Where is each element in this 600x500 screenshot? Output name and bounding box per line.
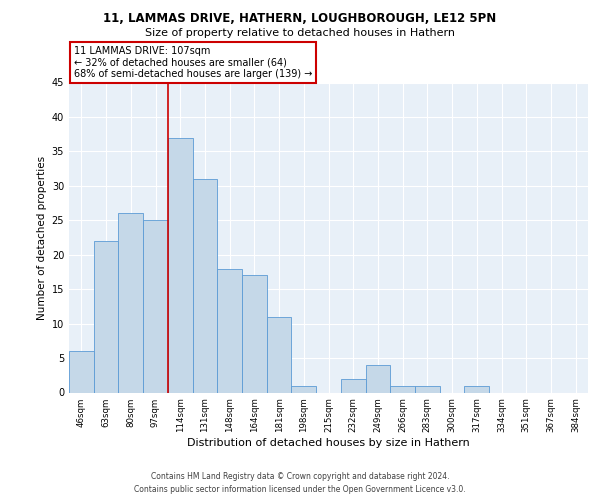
Bar — [292, 386, 316, 392]
Bar — [267, 316, 292, 392]
Bar — [69, 351, 94, 393]
Bar — [143, 220, 168, 392]
Bar — [415, 386, 440, 392]
Bar — [464, 386, 489, 392]
Bar — [168, 138, 193, 392]
Bar — [118, 214, 143, 392]
Text: Size of property relative to detached houses in Hathern: Size of property relative to detached ho… — [145, 28, 455, 38]
Bar — [242, 276, 267, 392]
Y-axis label: Number of detached properties: Number of detached properties — [37, 156, 47, 320]
Bar — [341, 378, 365, 392]
Text: 11, LAMMAS DRIVE, HATHERN, LOUGHBOROUGH, LE12 5PN: 11, LAMMAS DRIVE, HATHERN, LOUGHBOROUGH,… — [103, 12, 497, 26]
Text: Contains HM Land Registry data © Crown copyright and database right 2024.: Contains HM Land Registry data © Crown c… — [151, 472, 449, 481]
Bar — [217, 268, 242, 392]
Text: 11 LAMMAS DRIVE: 107sqm
← 32% of detached houses are smaller (64)
68% of semi-de: 11 LAMMAS DRIVE: 107sqm ← 32% of detache… — [74, 46, 313, 80]
Bar — [365, 365, 390, 392]
Bar — [390, 386, 415, 392]
X-axis label: Distribution of detached houses by size in Hathern: Distribution of detached houses by size … — [187, 438, 470, 448]
Bar — [193, 179, 217, 392]
Text: Contains public sector information licensed under the Open Government Licence v3: Contains public sector information licen… — [134, 485, 466, 494]
Bar — [94, 241, 118, 392]
